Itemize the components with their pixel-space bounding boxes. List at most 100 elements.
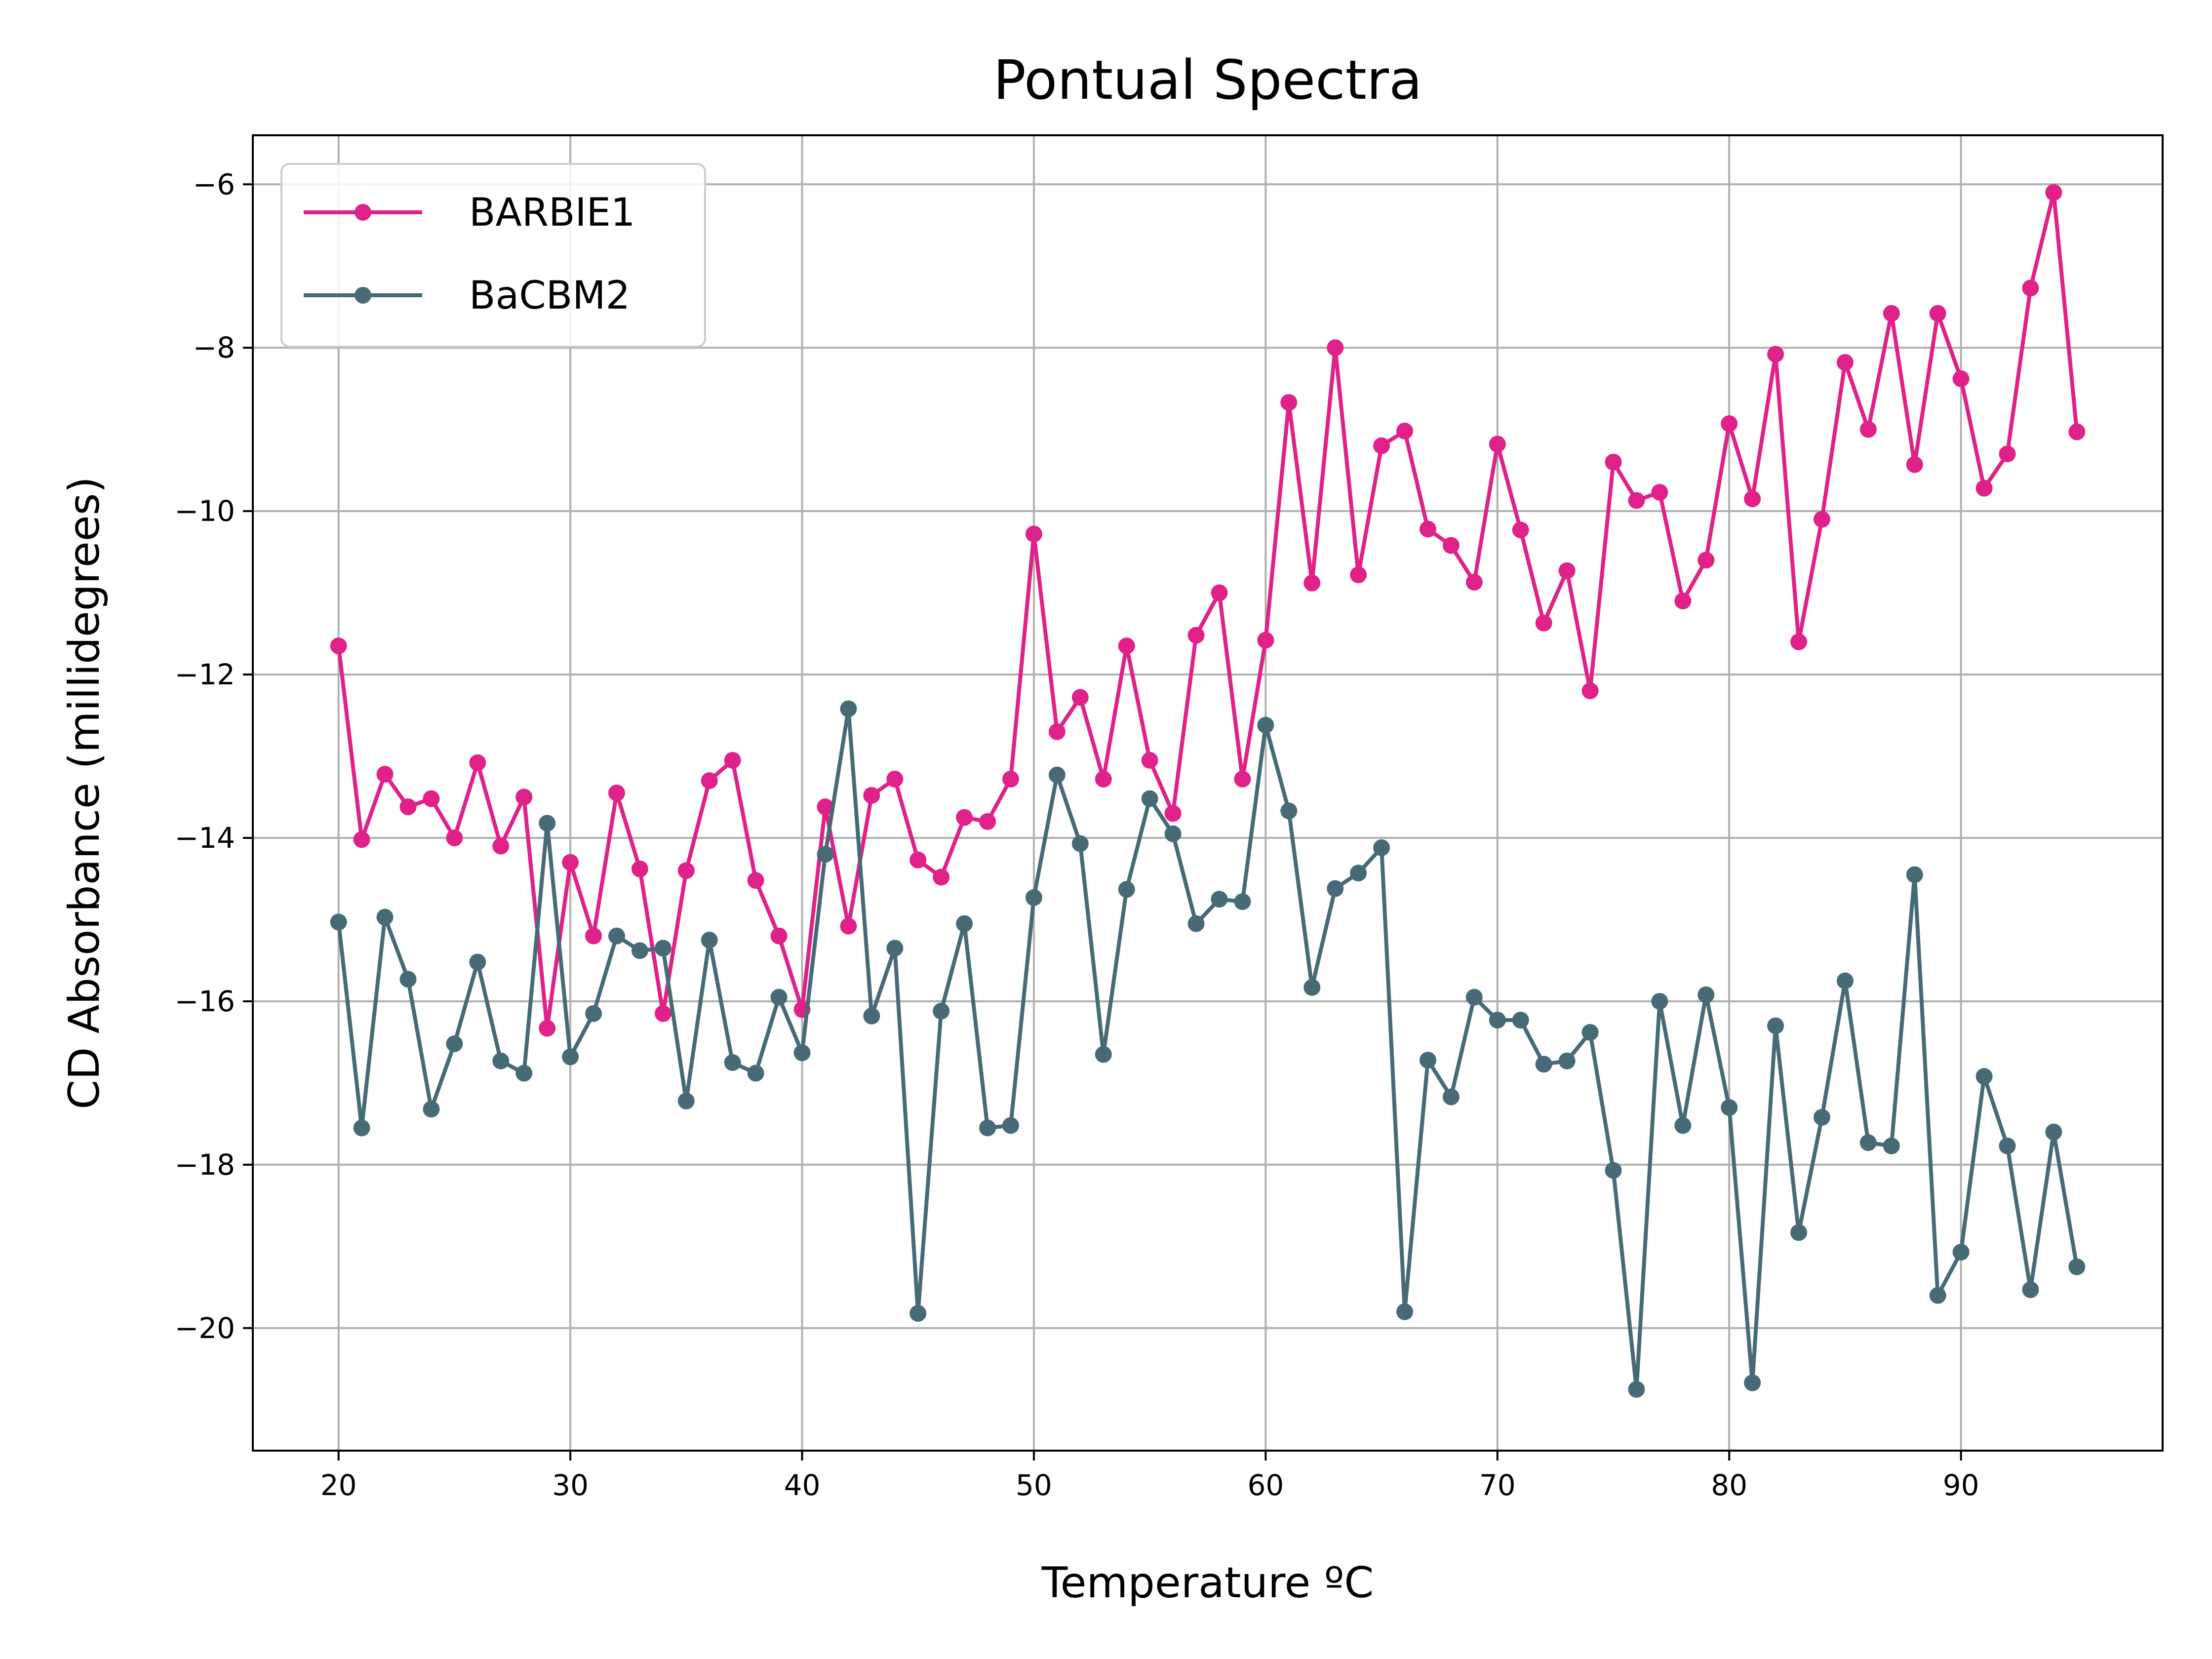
plot-frame — [252, 134, 2164, 1452]
data-point — [1535, 1056, 1552, 1073]
data-point — [1999, 445, 2016, 463]
data-point — [1396, 1303, 1414, 1320]
data-point — [1187, 627, 1205, 644]
data-point — [1744, 490, 1761, 508]
legend: BARBIE1 BaCBM2 — [280, 163, 706, 348]
data-point — [1975, 479, 1993, 497]
data-point — [1048, 723, 1066, 740]
series-line — [336, 190, 2079, 1030]
data-point — [1442, 537, 1460, 554]
data-point — [2068, 423, 2086, 440]
data-point — [770, 927, 788, 945]
data-point — [1906, 456, 1923, 473]
data-point — [585, 927, 602, 945]
data-point — [1859, 421, 1877, 438]
data-point — [353, 1119, 370, 1137]
y-axis-label: CD Absorbance (millidegrees) — [60, 476, 109, 1109]
data-point — [1419, 520, 1436, 538]
data-point — [1211, 584, 1228, 601]
data-point — [469, 754, 486, 771]
data-point — [956, 915, 973, 932]
legend-swatch-marker — [355, 287, 371, 304]
chart-title: Pontual Spectra — [993, 48, 1422, 112]
legend-label: BaCBM2 — [469, 274, 630, 318]
data-point — [608, 785, 625, 801]
data-point — [1883, 1137, 1900, 1154]
data-point — [1628, 1381, 1645, 1398]
ticks: 20 30 40 50 60 70 80 90 −20 −18 −16 −14 −12 −10 −8 −6 — [175, 167, 1979, 1502]
data-point — [1790, 633, 1808, 650]
data-point — [2022, 1281, 2039, 1299]
data-point — [1141, 790, 1158, 807]
data-point — [1605, 1162, 1622, 1179]
data-point — [1118, 881, 1135, 898]
data-point — [793, 1044, 811, 1062]
x-tick-label: 80 — [1711, 1468, 1747, 1502]
data-point — [1164, 805, 1182, 822]
legend-label: BARBIE1 — [469, 191, 635, 235]
data-point — [1257, 716, 1274, 734]
data-point — [817, 846, 834, 863]
x-tick-label: 70 — [1479, 1468, 1516, 1502]
data-point — [2068, 1258, 2086, 1275]
legend-box — [280, 163, 706, 348]
data-point — [423, 790, 440, 807]
data-point — [1651, 992, 1668, 1010]
data-point — [1906, 866, 1923, 883]
data-point — [446, 830, 463, 847]
data-point — [1118, 637, 1135, 655]
data-point — [562, 854, 579, 871]
data-point — [863, 787, 880, 804]
data-point — [1025, 525, 1042, 543]
y-tick-label: −16 — [175, 985, 235, 1018]
data-point — [724, 751, 741, 769]
y-tick-label: −6 — [193, 167, 236, 201]
data-point — [1952, 370, 1970, 388]
grid — [253, 135, 2163, 1451]
data-point — [539, 815, 556, 832]
data-point — [1767, 1017, 1784, 1034]
data-point — [492, 837, 510, 855]
data-point — [1790, 1224, 1808, 1241]
data-point — [654, 1005, 672, 1022]
data-point — [1489, 435, 1506, 453]
data-point — [724, 1054, 741, 1071]
data-point — [1396, 422, 1414, 439]
x-axis-label: Temperature ºC — [1041, 1558, 1374, 1608]
data-point — [1280, 802, 1298, 820]
data-point — [1419, 1052, 1436, 1069]
data-point — [1698, 552, 1715, 569]
x-tick-label: 20 — [320, 1468, 357, 1502]
data-point — [979, 813, 996, 830]
data-point — [1674, 1117, 1692, 1134]
data-point — [1651, 484, 1668, 501]
data-point — [2045, 184, 2062, 201]
data-point — [1489, 1011, 1506, 1028]
series-BaCBM2 — [330, 700, 2086, 1398]
data-point — [909, 1305, 927, 1322]
data-point — [886, 770, 904, 788]
data-point — [1836, 354, 1854, 371]
data-point — [886, 940, 904, 957]
data-point — [840, 917, 857, 935]
data-point — [1952, 1243, 1970, 1261]
data-point — [1350, 566, 1367, 584]
data-point — [631, 860, 648, 877]
data-point — [654, 940, 672, 957]
data-point — [1813, 1108, 1830, 1126]
data-point — [1095, 770, 1112, 788]
data-point — [1327, 339, 1344, 356]
data-point — [1721, 1099, 1738, 1116]
data-point — [1442, 1088, 1460, 1106]
y-tick-label: −12 — [175, 658, 235, 691]
data-point — [956, 809, 973, 826]
legend-swatch-marker — [355, 204, 371, 221]
y-tick-label: −20 — [175, 1311, 235, 1345]
data-point — [585, 1005, 602, 1022]
data-point — [1465, 574, 1483, 591]
y-tick-label: −14 — [175, 821, 235, 855]
data-point — [1304, 574, 1321, 592]
data-point — [1257, 632, 1274, 649]
data-point — [909, 851, 927, 869]
data-point — [701, 931, 718, 948]
